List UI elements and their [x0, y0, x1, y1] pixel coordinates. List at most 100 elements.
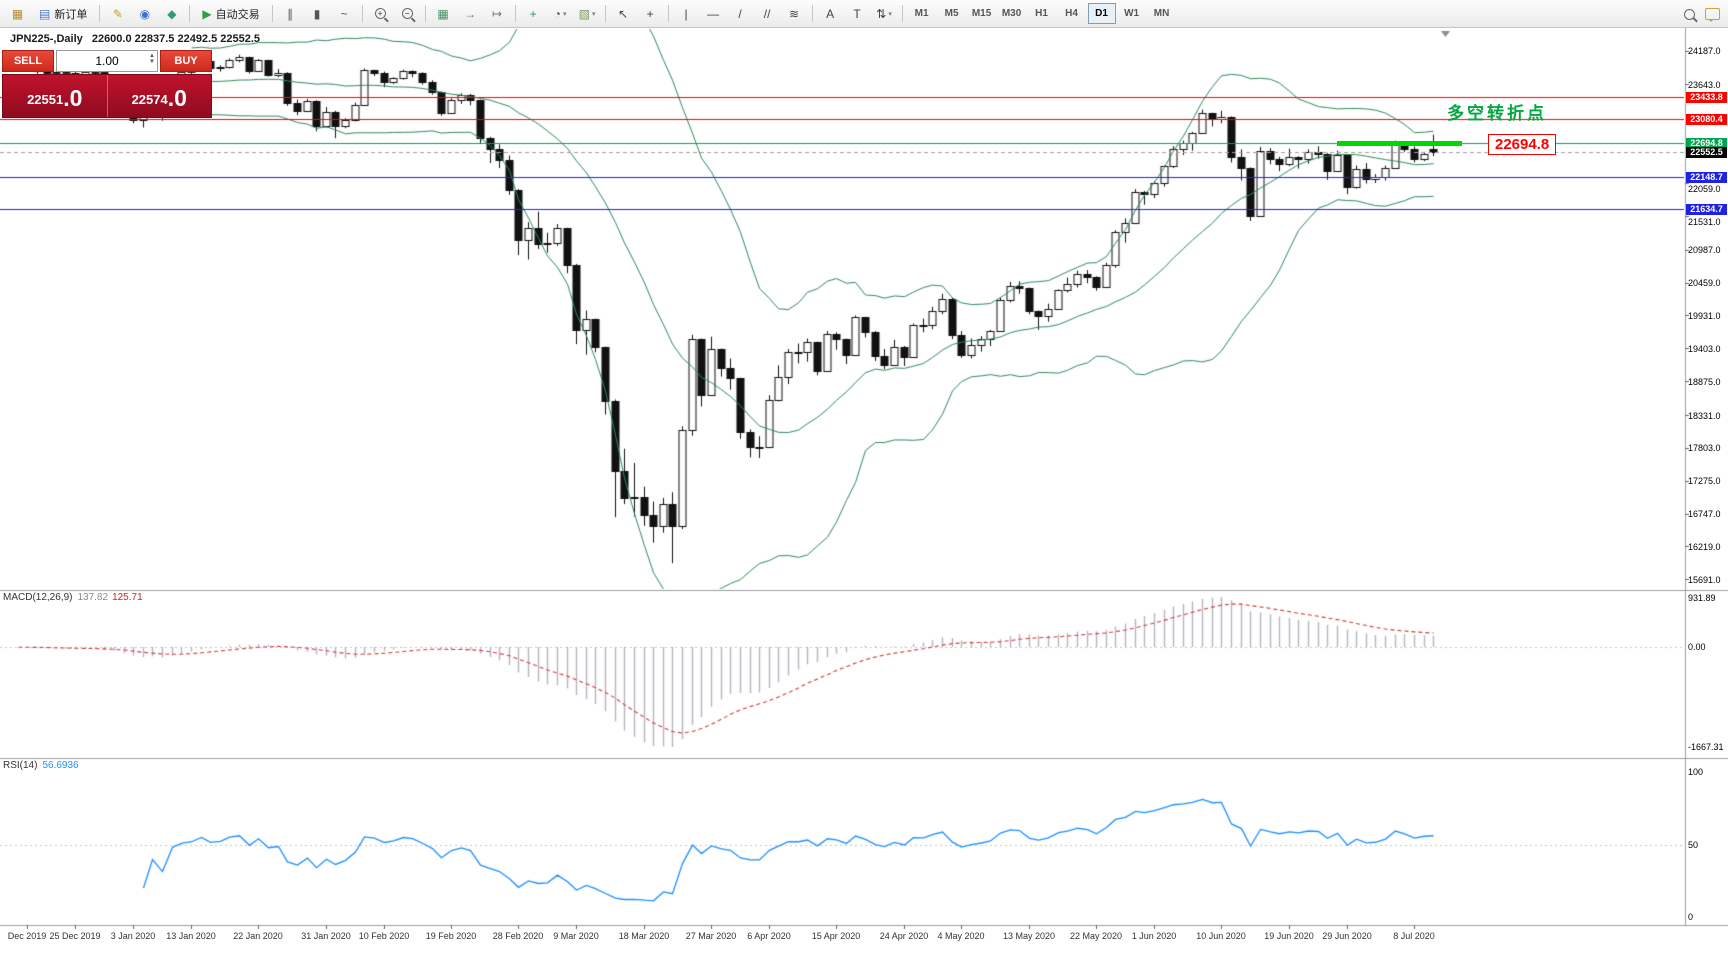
one-click-trading-panel: SELL 1.00 ▲ ▼ BUY 22551 .0 22574 .0	[2, 50, 212, 118]
timeframe-button-H1[interactable]: H1	[1035, 8, 1048, 19]
autotrading-button[interactable]: ▶ 自动交易	[202, 6, 260, 21]
one-click-order-row: SELL 1.00 ▲ ▼ BUY	[2, 50, 212, 72]
auto-scroll-icon[interactable]: →	[464, 6, 477, 21]
fibonacci-icon[interactable]: ≋	[789, 6, 800, 21]
toolbar-separator	[811, 5, 813, 22]
ask-price[interactable]: 22574 .0	[108, 75, 212, 117]
profiles-icon[interactable]: ◉	[139, 6, 151, 21]
new-order-button[interactable]: ▤ 新订单	[39, 6, 88, 21]
macd-name: MACD(12,26,9)	[3, 592, 73, 603]
timeframe-button-M30[interactable]: M30	[1001, 8, 1022, 19]
bid-price-int: 22551	[27, 92, 64, 107]
bar-chart-icon[interactable]: ∥	[287, 6, 294, 21]
date-axis-label: 13 May 2020	[1002, 931, 1056, 941]
date-axis-label: 19 Jun 2020	[1264, 931, 1314, 941]
toolbar-separator	[361, 5, 363, 22]
new-chart-icon[interactable]: ▦	[11, 6, 24, 21]
metaeditor-icon[interactable]: ✎	[112, 6, 123, 21]
date-axis-label: 3 Jan 2020	[110, 931, 156, 941]
toolbar-separator	[514, 5, 516, 22]
price-axis-label: 18875.0	[1688, 377, 1721, 387]
date-axis-label: 10 Feb 2020	[358, 931, 410, 941]
macd-axis-label: 0.00	[1688, 642, 1706, 652]
bid-price-frac: .0	[63, 85, 83, 111]
volume-input[interactable]: 1.00 ▲ ▼	[56, 50, 158, 72]
macd-axis-label: 931.89	[1688, 593, 1716, 603]
resistance-highlight-segment[interactable]	[1337, 141, 1462, 146]
price-line-badge: 23433.8	[1686, 92, 1727, 103]
rsi-axis-label: 50	[1688, 840, 1699, 850]
date-axis-label: 28 Feb 2020	[492, 931, 544, 941]
toolbar-separator	[189, 5, 191, 22]
date-axis-label: 27 Mar 2020	[685, 931, 737, 941]
price-line-badge: 22148.7	[1686, 172, 1727, 183]
date-axis-label: 22 Jan 2020	[233, 931, 283, 941]
toolbar-separator	[604, 5, 606, 22]
arrows-icon[interactable]: ⇅ ▾	[876, 6, 892, 21]
timeframe-button-MN[interactable]: MN	[1153, 8, 1170, 19]
price-line-badge: 23080.4	[1686, 114, 1727, 125]
tile-windows-icon[interactable]: ▦	[437, 6, 449, 21]
macd-signal-value: 125.71	[112, 592, 143, 603]
price-axis-label: 20459.0	[1688, 278, 1721, 288]
volume-value: 1.00	[95, 54, 119, 68]
zoom-in-icon[interactable]: +	[368, 2, 393, 26]
text-label-icon[interactable]: T	[853, 6, 861, 21]
zoom-out-icon[interactable]: −	[395, 2, 420, 26]
date-axis-label: 25 Dec 2019	[49, 931, 101, 941]
trendline-icon[interactable]: /	[738, 6, 742, 21]
rsi-axis-label: 0	[1688, 912, 1694, 922]
chat-icon[interactable]	[1705, 8, 1720, 22]
templates-icon[interactable]: ▧ ▾	[578, 6, 596, 21]
volume-spinner[interactable]: ▲ ▼	[149, 53, 155, 65]
price-axis-label: 17803.0	[1688, 443, 1721, 453]
horizontal-line-icon[interactable]: —	[707, 6, 720, 21]
chart-ohlc-values: 22600.0 22837.5 22492.5 22552.5	[91, 33, 261, 45]
turning-point-annotation[interactable]: 多空转折点	[1447, 104, 1547, 123]
periods-icon[interactable]: ◔ ▾	[553, 6, 567, 21]
date-axis-label: 24 Apr 2020	[879, 931, 929, 941]
price-axis-label: 17275.0	[1688, 476, 1721, 486]
vertical-line-icon[interactable]: |	[684, 6, 688, 21]
price-line-badge: 21634.7	[1686, 204, 1727, 215]
date-axis-label: 9 Mar 2020	[553, 931, 599, 941]
candlestick-chart-icon[interactable]: ▮	[313, 6, 321, 21]
volume-down-icon[interactable]: ▼	[149, 59, 155, 65]
text-icon[interactable]: A	[826, 6, 835, 21]
crosshair-icon[interactable]: +	[646, 6, 654, 21]
timeframe-button-D1[interactable]: D1	[1087, 3, 1116, 24]
indicators-add-icon[interactable]: +	[529, 6, 537, 21]
price-axis-label: 21531.0	[1688, 217, 1721, 227]
date-axis-label: 10 Jun 2020	[1196, 931, 1246, 941]
line-chart-icon[interactable]: ~	[340, 6, 348, 21]
price-axis-label: 22059.0	[1688, 184, 1721, 194]
rsi-axis-label: 100	[1688, 767, 1704, 777]
price-axis-label: 16747.0	[1688, 509, 1721, 519]
timeframe-button-H4[interactable]: H4	[1065, 8, 1078, 19]
timeframe-button-M5[interactable]: M5	[944, 8, 959, 19]
timeframe-button-M15[interactable]: M15	[971, 8, 992, 19]
toolbar-separator	[901, 5, 903, 22]
date-axis-label: 6 Apr 2020	[747, 931, 791, 941]
timeframe-button-W1[interactable]: W1	[1124, 8, 1140, 19]
buy-button[interactable]: BUY	[160, 50, 212, 72]
market-watch-icon[interactable]: ◆	[167, 6, 177, 21]
timeframe-button-M1[interactable]: M1	[914, 8, 929, 19]
channel-icon[interactable]: //	[763, 6, 771, 21]
search-icon[interactable]	[1684, 8, 1695, 20]
rsi-value: 56.6936	[42, 760, 79, 771]
sell-button[interactable]: SELL	[2, 50, 54, 72]
date-axis-label: 29 Jun 2020	[1322, 931, 1372, 941]
price-axis-label: 15691.0	[1688, 575, 1721, 585]
date-axis-label: 31 Jan 2020	[301, 931, 351, 941]
chart-symbol-period: JPN225-,Daily	[10, 33, 83, 45]
cursor-icon[interactable]: ↖	[618, 6, 629, 21]
date-axis-label: 4 May 2020	[937, 931, 985, 941]
volume-up-icon[interactable]: ▲	[149, 53, 155, 59]
price-callout[interactable]: 22694.8	[1488, 134, 1557, 155]
chart-shift-icon[interactable]: ↦	[492, 6, 503, 21]
bid-price[interactable]: 22551 .0	[3, 75, 108, 117]
ask-price-frac: .0	[167, 85, 187, 111]
